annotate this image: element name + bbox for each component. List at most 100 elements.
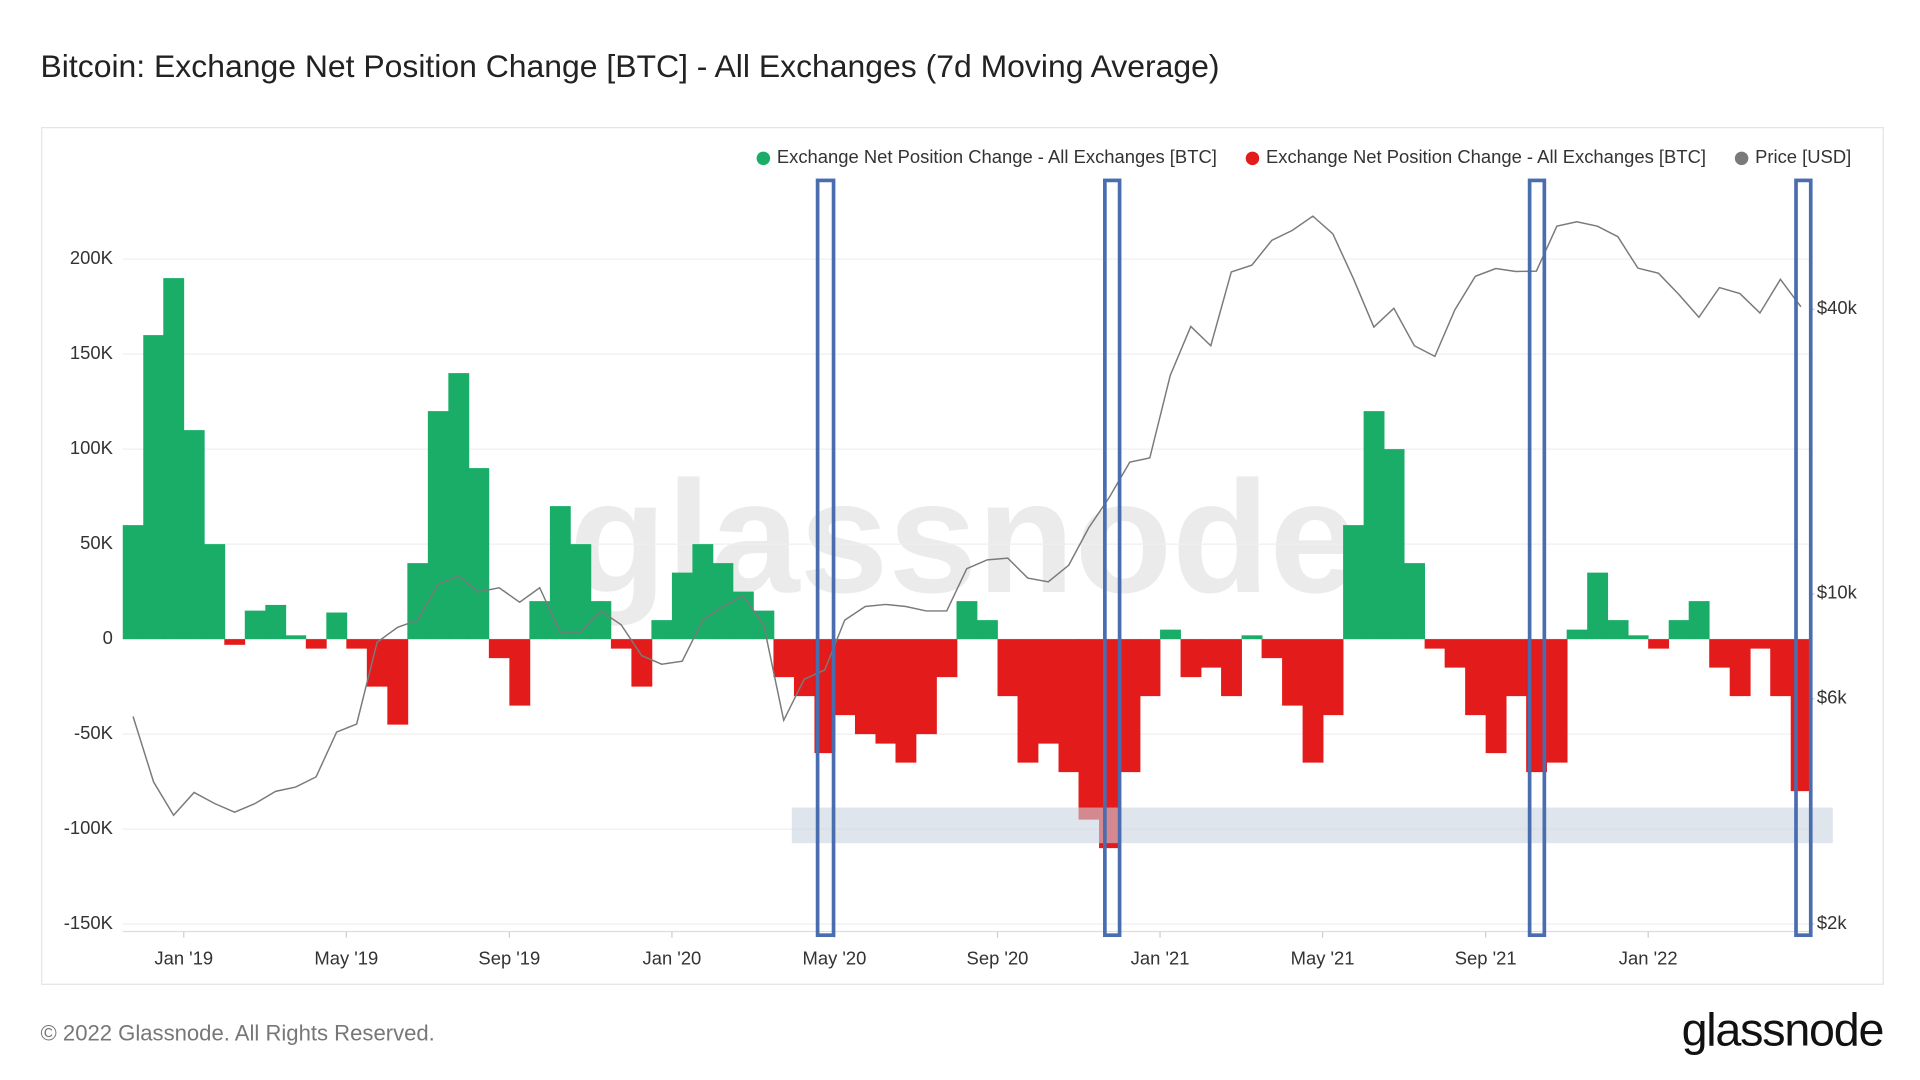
highlight-box [1527, 178, 1547, 938]
bar [1160, 629, 1181, 640]
x-tick-label: Sep '21 [1455, 948, 1517, 969]
bar [427, 411, 449, 640]
logo: glassnode [1682, 1004, 1884, 1056]
bar [1607, 620, 1629, 640]
bar [875, 639, 897, 744]
x-tick-label: Jan '19 [154, 948, 213, 969]
bar [1770, 639, 1792, 697]
x-tick-label: May '20 [803, 948, 867, 969]
bar [285, 635, 307, 640]
bar [1749, 639, 1771, 649]
bar [1444, 639, 1466, 668]
bar [1221, 639, 1242, 697]
annotations [791, 178, 1833, 938]
bar [1302, 639, 1324, 763]
bar [1505, 639, 1527, 697]
bar [793, 639, 815, 697]
bar [407, 563, 429, 640]
bar [1668, 620, 1690, 640]
bar [1709, 639, 1731, 668]
bar [570, 544, 592, 640]
bar [732, 591, 754, 640]
bar [590, 601, 612, 640]
chart-frame [41, 127, 1884, 985]
bar [1119, 639, 1141, 773]
bar [1282, 639, 1303, 706]
bar [1038, 639, 1059, 744]
bar [936, 639, 958, 678]
bar [163, 278, 185, 640]
bar [1078, 639, 1100, 820]
x-tick-label: May '19 [314, 948, 378, 969]
legend-marker [1245, 151, 1260, 166]
y2-tick-label: $40k [1817, 297, 1858, 318]
highlight-box [815, 178, 836, 938]
highlight-box [1103, 178, 1122, 938]
bar [977, 620, 998, 640]
bar [1627, 635, 1649, 640]
bar [1729, 639, 1751, 697]
bar [1261, 639, 1283, 659]
x-tick-label: Sep '20 [967, 948, 1029, 969]
bar [488, 639, 510, 659]
x-tick-label: Jan '21 [1131, 948, 1190, 969]
bar [265, 604, 287, 640]
y2-tick-label: $2k [1817, 912, 1847, 933]
y-tick-label: -50K [74, 722, 114, 743]
bar [143, 335, 165, 640]
highlight-box [1794, 178, 1813, 938]
bar [1790, 639, 1812, 792]
bar [692, 544, 714, 640]
y-tick-label: 150K [70, 342, 114, 363]
bar [529, 601, 551, 640]
bar [448, 373, 470, 640]
y2-tick-label: $10k [1817, 582, 1858, 603]
bar [346, 639, 368, 649]
y-tick-label: 100K [70, 437, 114, 458]
bar [1017, 639, 1039, 763]
bar [1343, 525, 1364, 640]
bar [1383, 449, 1405, 640]
copyright: © 2022 Glassnode. All Rights Reserved. [41, 1020, 435, 1045]
bar [1485, 639, 1507, 754]
y-tick-label: -150K [64, 912, 114, 933]
legend-label: Exchange Net Position Change - All Excha… [1266, 146, 1706, 167]
legend-label: Price [USD] [1755, 146, 1851, 167]
bar [1424, 639, 1446, 649]
bar [224, 639, 246, 645]
bar [834, 639, 856, 716]
bar [122, 525, 144, 640]
bar [895, 639, 917, 763]
legend-label: Exchange Net Position Change - All Excha… [777, 146, 1217, 167]
chart-title: Bitcoin: Exchange Net Position Change [B… [41, 48, 1220, 84]
bar [1322, 639, 1344, 716]
x-tick-label: Jan '20 [643, 948, 702, 969]
y-tick-label: 50K [80, 532, 113, 553]
bar [1180, 639, 1202, 678]
legend-marker [756, 151, 771, 166]
bar [326, 612, 348, 640]
bar [631, 639, 653, 687]
bar [915, 639, 937, 735]
bar [1241, 635, 1263, 640]
bar [1404, 563, 1425, 640]
bar [1648, 639, 1670, 649]
bar [244, 610, 266, 640]
bar [1546, 639, 1568, 763]
bar [854, 639, 876, 735]
bar [305, 639, 327, 649]
highlight-band [791, 807, 1833, 844]
bar [671, 572, 693, 640]
legend-marker [1734, 151, 1749, 166]
bar [956, 601, 978, 640]
bar [204, 544, 226, 640]
bar [773, 639, 795, 678]
bar [712, 563, 734, 640]
bar [509, 639, 531, 706]
x-tick-label: Sep '19 [478, 948, 540, 969]
bar [610, 639, 632, 649]
bar [1465, 639, 1487, 716]
